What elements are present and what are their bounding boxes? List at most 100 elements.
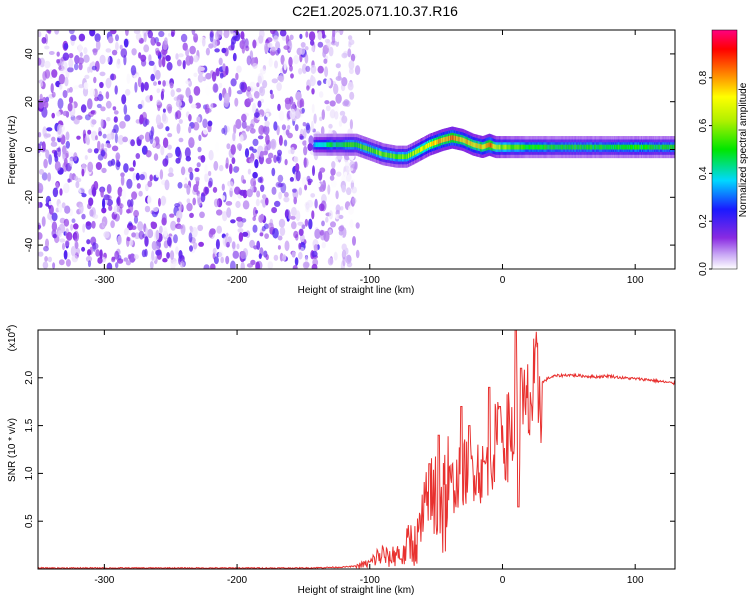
track-cell: [338, 142, 340, 148]
track-cell: [435, 140, 437, 145]
noise-blob: [48, 200, 52, 206]
noise-blob: [64, 205, 71, 214]
track-cell: [513, 144, 516, 150]
noise-blob: [139, 174, 145, 181]
track-cell: [444, 136, 447, 142]
noise-blob: [73, 233, 78, 241]
track-cell: [447, 136, 450, 141]
noise-blob: [56, 111, 61, 117]
chart-title: C2E1.2025.071.10.37.R16: [292, 3, 458, 19]
noise-blob: [210, 263, 216, 269]
noise-blob: [120, 48, 128, 58]
x-tick-label: 0: [500, 275, 506, 286]
track-cell: [404, 154, 406, 160]
noise-blob: [155, 249, 162, 256]
noise-blob: [189, 171, 194, 181]
track-cell: [379, 150, 381, 156]
noise-blob: [128, 221, 133, 227]
noise-blob: [299, 47, 306, 55]
noise-blob: [328, 210, 333, 220]
track-cell: [460, 137, 463, 143]
noise-blob: [39, 93, 43, 101]
noise-blob: [189, 245, 193, 252]
track-cell: [600, 144, 602, 150]
track-cell: [455, 136, 458, 141]
y-tick-label: 20: [24, 96, 35, 108]
track-cell: [318, 142, 321, 148]
noise-blob: [213, 256, 219, 265]
noise-blob: [47, 172, 52, 182]
track-cell: [652, 144, 655, 150]
noise-blob: [346, 261, 353, 268]
track-cell: [659, 144, 662, 150]
noise-blob: [314, 198, 318, 209]
noise-blob: [209, 228, 216, 235]
track-cell: [353, 142, 355, 148]
noise-blob: [271, 207, 277, 214]
noise-blob: [265, 254, 269, 261]
noise-blob: [263, 125, 270, 135]
noise-blob: [105, 91, 110, 100]
noise-blob: [311, 250, 318, 258]
track-cell: [643, 144, 645, 150]
track-cell: [611, 144, 613, 150]
track-cell: [367, 146, 369, 152]
track-cell: [577, 144, 579, 150]
noise-blob: [55, 182, 59, 190]
noise-blob: [136, 183, 141, 189]
noise-blob: [155, 50, 161, 56]
noise-blob: [231, 157, 236, 165]
noise-blob: [68, 58, 74, 69]
track-cell: [389, 153, 391, 158]
snr-y-multiplier-base: (x10: [7, 331, 18, 351]
noise-blob: [63, 43, 69, 50]
noise-blob: [159, 225, 163, 234]
noise-blob: [202, 118, 208, 129]
noise-blob: [275, 41, 281, 50]
track-cell: [542, 144, 545, 150]
noise-blob: [352, 236, 356, 246]
noise-blob: [119, 44, 123, 50]
noise-blob: [101, 143, 105, 150]
track-cell: [424, 145, 426, 150]
y-tick-label: -20: [24, 190, 35, 205]
noise-blob: [173, 234, 178, 244]
noise-blob: [135, 32, 142, 41]
noise-blob: [192, 121, 200, 131]
noise-blob: [231, 193, 237, 201]
noise-blob: [244, 38, 249, 49]
noise-blob: [230, 260, 236, 269]
noise-blob: [160, 90, 164, 101]
noise-blob: [38, 57, 42, 66]
noise-blob: [239, 189, 246, 196]
snr-x-axis-label: Height of straight line (km): [298, 585, 415, 596]
x-tick-label: -300: [94, 275, 114, 286]
noise-blob: [236, 65, 242, 73]
noise-blob: [239, 134, 244, 142]
noise-blob: [257, 100, 262, 108]
track-cell: [508, 144, 511, 150]
noise-blob: [166, 152, 173, 159]
track-cell: [572, 144, 574, 150]
noise-blob: [149, 94, 153, 102]
noise-blob: [306, 85, 310, 91]
colorbar-tick-label: 0.2: [698, 214, 709, 228]
noise-blob: [149, 174, 153, 182]
track-cell: [648, 144, 650, 150]
noise-blob: [274, 60, 278, 69]
noise-blob: [222, 211, 228, 222]
noise-blob: [347, 35, 353, 41]
noise-blob: [252, 62, 258, 69]
noise-blob: [68, 53, 74, 59]
noise-blob: [163, 226, 168, 238]
noise-blob: [76, 135, 81, 140]
track-cell: [348, 142, 350, 148]
noise-blob: [176, 210, 183, 220]
noise-blob: [85, 221, 91, 226]
noise-blob: [64, 76, 69, 87]
track-cell: [551, 144, 553, 150]
noise-blob: [228, 181, 234, 192]
noise-blob: [338, 30, 344, 36]
noise-blob: [263, 223, 269, 230]
noise-blob: [71, 254, 79, 263]
